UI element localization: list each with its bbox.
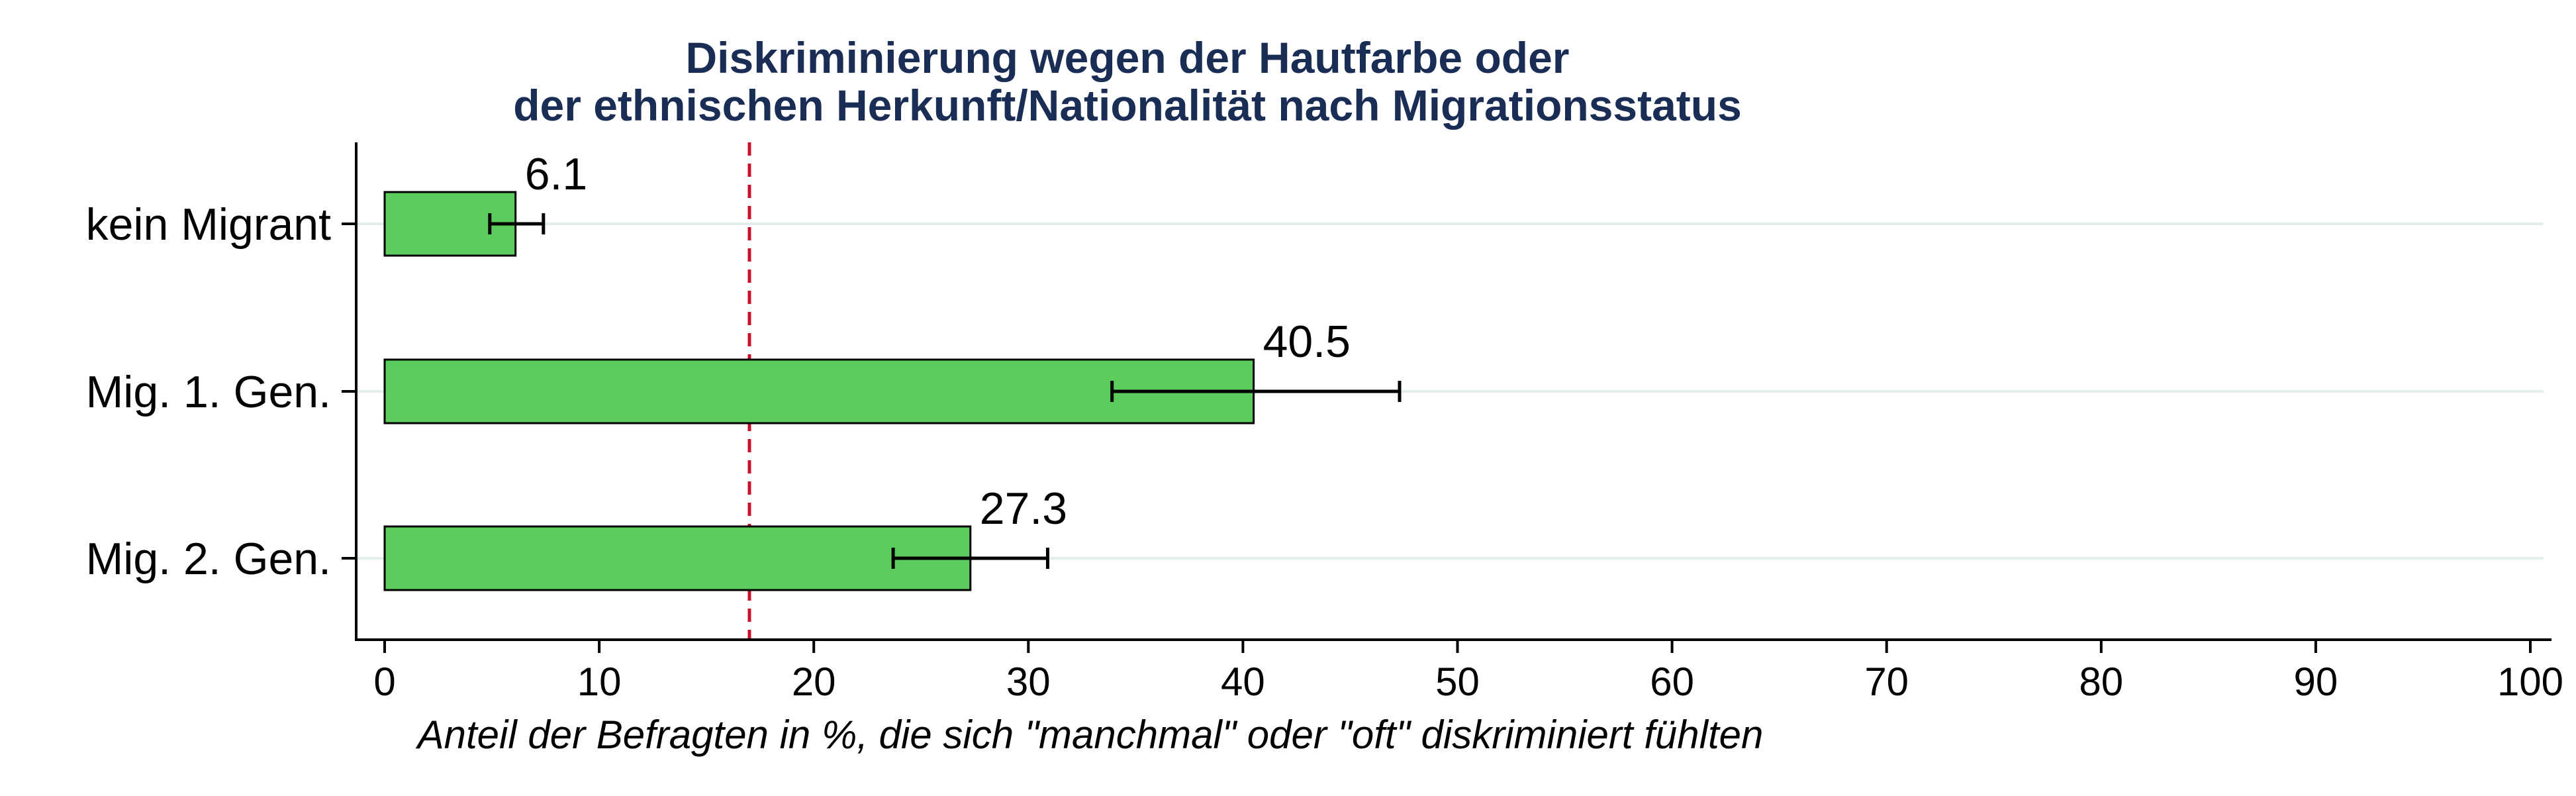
x-tick-label-10: 100 (2497, 660, 2563, 704)
x-tick-label-9: 90 (2294, 660, 2338, 704)
value-labels: 6.1 40.5 27.3 (525, 149, 1351, 534)
x-tick-label-6: 60 (1650, 660, 1694, 704)
value-label-0: 6.1 (525, 149, 588, 199)
x-tick-label-0: 0 (373, 660, 395, 704)
x-axis-ticks: 0 10 20 30 40 50 60 70 80 90 100 (373, 640, 2563, 704)
x-tick-label-8: 80 (2079, 660, 2123, 704)
category-label-0: kein Migrant (86, 199, 331, 250)
x-tick-label-7: 70 (1864, 660, 1909, 704)
category-label-1: Mig. 1. Gen. (86, 367, 331, 417)
chart-title: Diskriminierung wegen der Hautfarbe oder… (513, 33, 1742, 130)
x-tick-label-3: 30 (1006, 660, 1051, 704)
x-tick-label-5: 50 (1435, 660, 1480, 704)
x-tick-label-2: 20 (792, 660, 836, 704)
value-label-1: 40.5 (1263, 317, 1351, 367)
x-tick-label-1: 10 (577, 660, 622, 704)
error-bars (488, 213, 1402, 569)
x-axis-title: Anteil der Befragten in %, die sich "man… (416, 713, 1764, 757)
chart-title-line-1: Diskriminierung wegen der Hautfarbe oder (686, 33, 1570, 82)
error-bar-1 (1110, 381, 1402, 402)
value-label-2: 27.3 (980, 483, 1067, 534)
x-tick-label-4: 40 (1221, 660, 1265, 704)
y-axis-categories: kein Migrant Mig. 1. Gen. Mig. 2. Gen. (86, 199, 356, 584)
error-bar-0 (488, 213, 546, 234)
bar-2 (383, 525, 972, 591)
chart-title-line-2: der ethnischen Herkunft/Nationalität nac… (513, 81, 1742, 130)
error-bar-2 (891, 548, 1049, 569)
category-label-2: Mig. 2. Gen. (86, 534, 331, 584)
